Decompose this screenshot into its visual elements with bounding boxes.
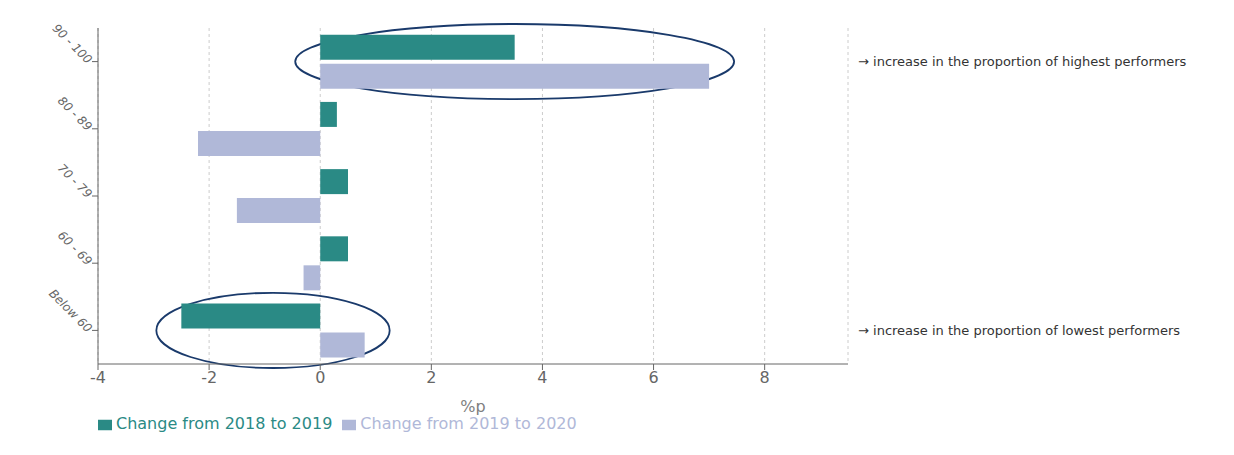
svg-text:Below 60: Below 60: [46, 286, 95, 335]
svg-text:-2: -2: [201, 368, 217, 387]
svg-text:0: 0: [315, 368, 325, 387]
svg-text:70 - 79: 70 - 79: [55, 161, 95, 201]
html-text:Change from 2018 to 2019: Change from 2018 to 2019: [116, 414, 333, 433]
html-text:Change from 2019 to 2020: Change from 2019 to 2020: [360, 414, 577, 433]
svg-text:90 - 100: 90 - 100: [50, 21, 96, 67]
svg-text:→ increase in the proportion o: → increase in the proportion of lowest p…: [858, 323, 1180, 338]
svg-text:→ increase in the proportion o: → increase in the proportion of highest …: [858, 54, 1187, 69]
svg-text:6: 6: [648, 368, 658, 387]
svg-text:8: 8: [760, 368, 770, 387]
svg-text:2: 2: [426, 368, 436, 387]
svg-text:80 - 89: 80 - 89: [55, 94, 95, 134]
svg-text:%p: %p: [460, 397, 485, 416]
svg-text:-4: -4: [90, 368, 106, 387]
svg-text:4: 4: [537, 368, 547, 387]
svg-text:60 - 69: 60 - 69: [55, 228, 95, 268]
